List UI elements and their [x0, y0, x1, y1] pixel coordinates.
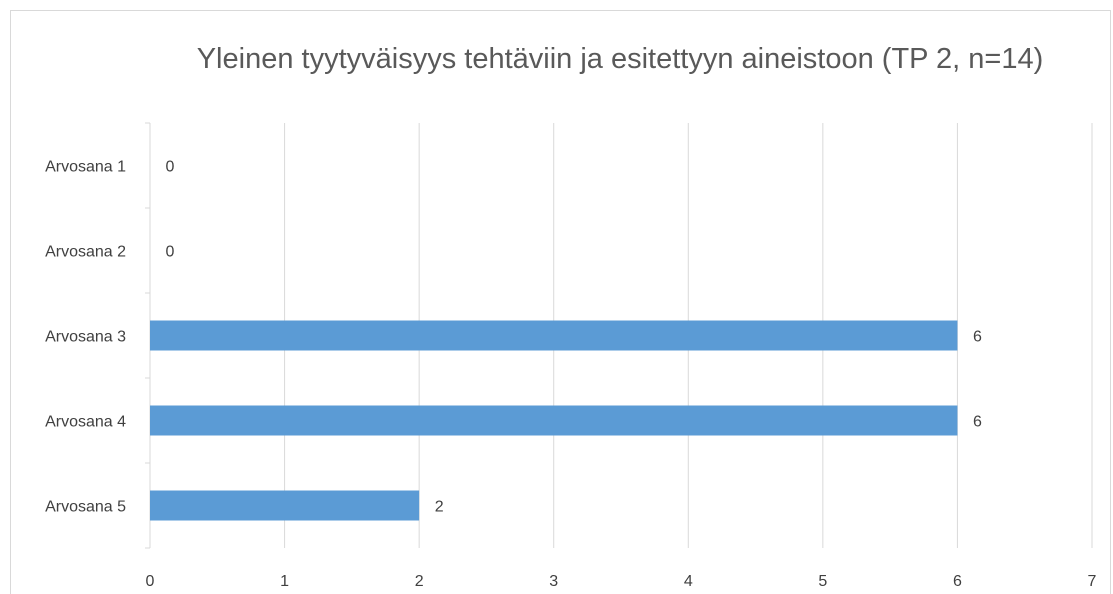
data-label: 6: [973, 414, 982, 431]
x-tick-label: 7: [1088, 573, 1097, 590]
data-label: 6: [973, 329, 982, 346]
data-label: 0: [166, 244, 175, 261]
chart-title: Yleinen tyytyväisyys tehtäviin ja esitet…: [196, 43, 1044, 75]
x-tick-label: 3: [549, 573, 558, 590]
bar: [150, 320, 958, 351]
bar: [150, 405, 958, 436]
x-tick-label: 6: [953, 573, 962, 590]
y-tick-label: Arvosana 1: [45, 159, 126, 176]
y-tick-label: Arvosana 2: [45, 244, 126, 261]
bar: [150, 490, 420, 521]
y-tick-label: Arvosana 3: [45, 329, 126, 346]
y-tick-label: Arvosana 5: [45, 499, 126, 516]
x-tick-label: 1: [280, 573, 289, 590]
y-tick-label: Arvosana 4: [45, 414, 126, 431]
x-tick-label: 0: [146, 573, 155, 590]
data-label: 2: [435, 499, 444, 516]
x-tick-label: 2: [415, 573, 424, 590]
x-tick-label: 4: [684, 573, 693, 590]
chart-border: [10, 10, 1111, 594]
data-label: 0: [166, 159, 175, 176]
x-tick-label: 5: [818, 573, 827, 590]
